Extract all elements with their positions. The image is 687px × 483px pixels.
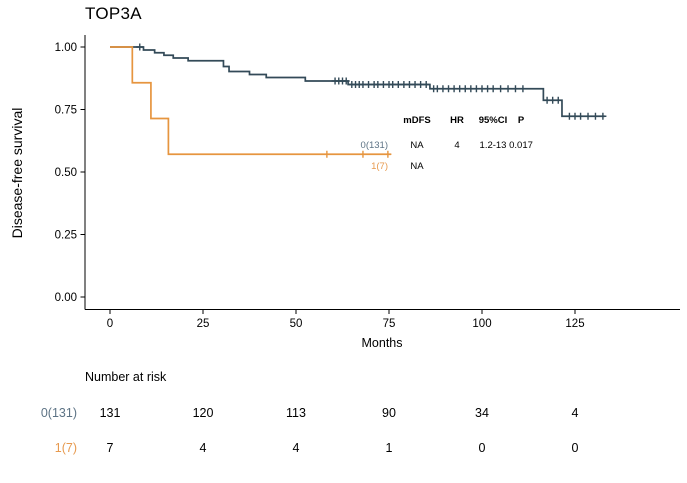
y-tick-label: 0.75	[55, 105, 77, 117]
inset-value: NA	[410, 140, 424, 151]
risk-row-label: 0(131)	[40, 406, 77, 420]
risk-row-label: 1(7)	[54, 441, 77, 455]
risk-count: 34	[475, 406, 489, 420]
risk-count: 1	[385, 441, 393, 455]
inset-header: P	[517, 115, 525, 126]
y-tick-label: 0.50	[55, 167, 77, 179]
censor-mark	[577, 112, 585, 120]
risk-count: 0	[478, 441, 486, 455]
inset-value: 1.2-13	[479, 140, 507, 151]
inset-group-label: 1(7)	[371, 161, 388, 172]
x-tick-label: 125	[565, 318, 584, 330]
x-tick-label: 75	[383, 318, 396, 330]
risk-table-title: Number at risk	[85, 370, 167, 384]
inset-header: HR	[450, 115, 464, 126]
censor-mark	[591, 112, 599, 120]
x-tick-label: 50	[290, 318, 303, 330]
inset-group-label: 0(131)	[360, 140, 388, 151]
inset-value: 4	[454, 140, 460, 151]
risk-count: 7	[106, 441, 114, 455]
inset-value: NA	[410, 161, 424, 172]
censor-mark	[342, 77, 350, 85]
censor-mark	[584, 112, 592, 120]
survival-curve-0(131)	[110, 46, 605, 118]
risk-count: 113	[286, 406, 306, 420]
censor-mark	[599, 112, 607, 120]
risk-count: 4	[571, 406, 579, 420]
censor-mark	[359, 150, 367, 158]
plot-title: TOP3A	[85, 4, 142, 23]
censor-mark	[323, 150, 331, 158]
y-tick-label: 1.00	[55, 42, 77, 54]
risk-count: 131	[99, 406, 121, 420]
censor-mark	[384, 150, 392, 158]
x-tick-label: 0	[107, 318, 113, 330]
risk-count: 0	[571, 441, 579, 455]
survival-curve-1(7)	[110, 46, 391, 156]
censor-mark	[554, 96, 562, 104]
censor-mark	[511, 85, 519, 93]
censor-mark	[519, 85, 527, 93]
y-tick-label: 0.00	[55, 292, 77, 304]
censor-mark	[504, 85, 512, 93]
risk-count: 4	[292, 441, 300, 455]
risk-count: 4	[199, 441, 207, 455]
x-axis-label: Months	[361, 336, 403, 350]
censor-mark	[489, 85, 497, 93]
survival-plot-canvas: 0 25 50 75 100 125 0.00 0.25 0.50 0.75 1.00	[55, 35, 680, 330]
censor-mark	[497, 85, 505, 93]
inset-header: mDFS	[403, 115, 431, 126]
inset-header: 95%CI	[478, 115, 508, 126]
x-tick-label: 100	[472, 318, 491, 330]
risk-count: 90	[382, 406, 396, 420]
risk-count: 120	[192, 406, 214, 420]
inset-value: 0.017	[509, 140, 533, 151]
x-tick-label: 25	[197, 318, 210, 330]
censor-mark	[136, 43, 144, 51]
censor-mark	[422, 81, 430, 88]
y-tick-label: 0.25	[55, 230, 77, 242]
